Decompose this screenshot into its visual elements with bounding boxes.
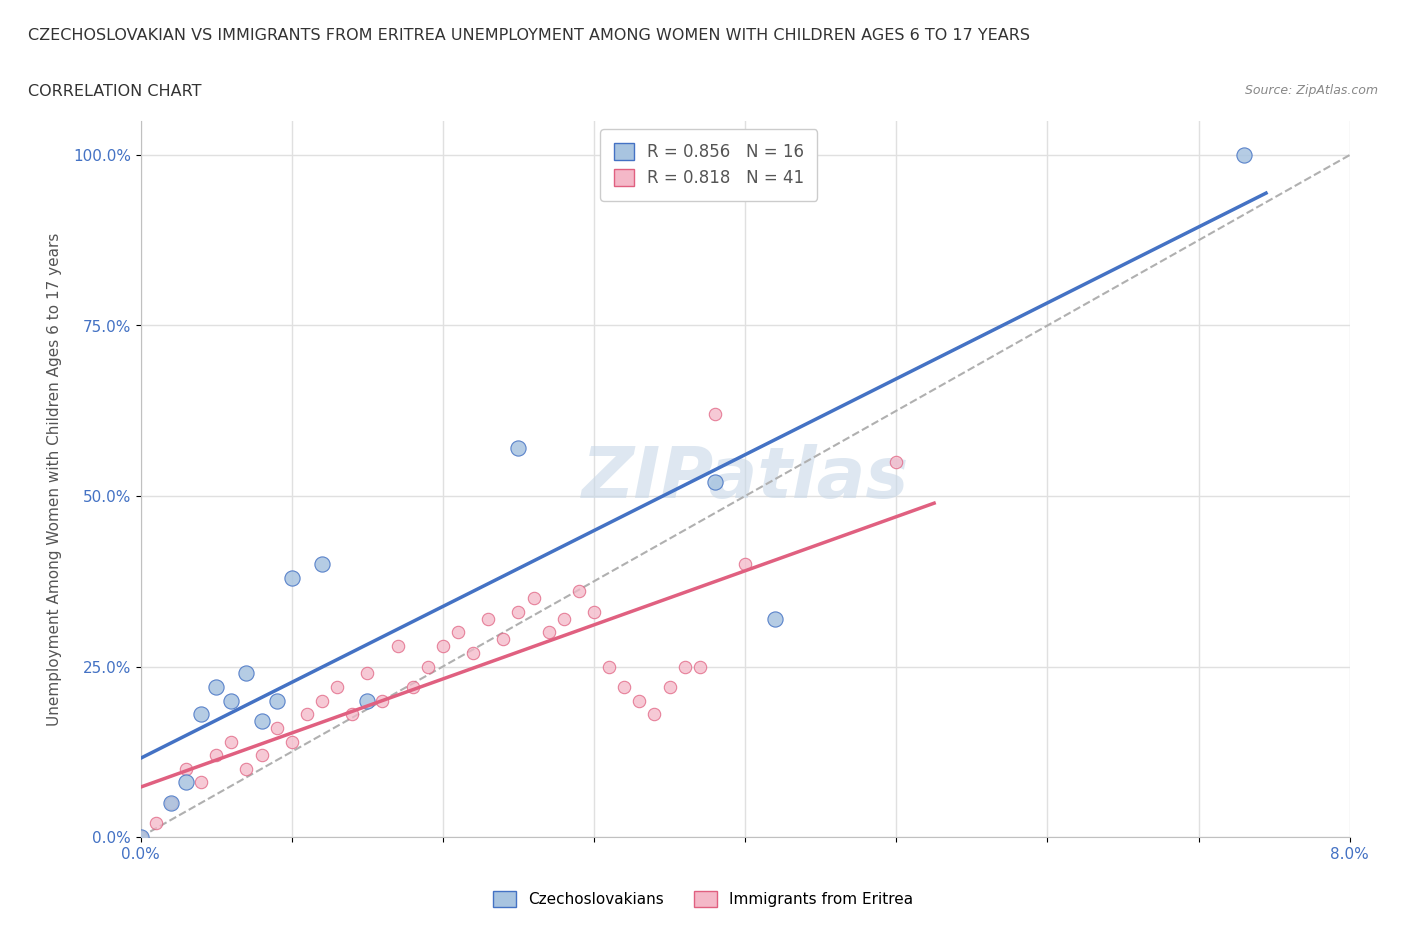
Point	[219, 693, 243, 708]
Point	[416, 659, 439, 674]
Point	[387, 639, 409, 654]
Point	[174, 762, 197, 777]
Point	[628, 693, 651, 708]
Point	[205, 680, 228, 695]
Point	[129, 830, 152, 844]
Point	[219, 734, 243, 749]
Point	[523, 591, 546, 605]
Point	[190, 775, 212, 790]
Point	[235, 762, 257, 777]
Point	[447, 625, 470, 640]
Point	[886, 455, 908, 470]
Point	[734, 557, 756, 572]
Point	[250, 713, 273, 728]
Point	[235, 666, 257, 681]
Point	[402, 680, 425, 695]
Point	[492, 631, 515, 646]
Text: Source: ZipAtlas.com: Source: ZipAtlas.com	[1244, 84, 1378, 97]
Point	[673, 659, 696, 674]
Point	[190, 707, 212, 722]
Point	[598, 659, 620, 674]
Point	[644, 707, 666, 722]
Point	[689, 659, 711, 674]
Point	[356, 666, 378, 681]
Point	[477, 611, 499, 626]
Point	[371, 693, 394, 708]
Point	[583, 604, 606, 619]
Point	[266, 693, 288, 708]
Point	[765, 611, 787, 626]
Point	[266, 721, 288, 736]
Text: ZIPatlas: ZIPatlas	[582, 445, 908, 513]
Y-axis label: Unemployment Among Women with Children Ages 6 to 17 years: Unemployment Among Women with Children A…	[46, 232, 62, 725]
Point	[281, 570, 304, 585]
Point	[568, 584, 591, 599]
Point	[129, 830, 152, 844]
Point	[704, 406, 727, 421]
Point	[508, 441, 530, 456]
Point	[342, 707, 364, 722]
Point	[537, 625, 560, 640]
Point	[281, 734, 304, 749]
Point	[311, 557, 333, 572]
Point	[174, 775, 197, 790]
Point	[1233, 148, 1256, 163]
Legend: R = 0.856   N = 16, R = 0.818   N = 41: R = 0.856 N = 16, R = 0.818 N = 41	[600, 129, 817, 201]
Point	[160, 795, 183, 810]
Point	[205, 748, 228, 763]
Point	[553, 611, 575, 626]
Text: CORRELATION CHART: CORRELATION CHART	[28, 84, 201, 99]
Point	[658, 680, 681, 695]
Point	[311, 693, 333, 708]
Point	[295, 707, 318, 722]
Point	[145, 816, 167, 830]
Point	[508, 604, 530, 619]
Point	[432, 639, 454, 654]
Text: CZECHOSLOVAKIAN VS IMMIGRANTS FROM ERITREA UNEMPLOYMENT AMONG WOMEN WITH CHILDRE: CZECHOSLOVAKIAN VS IMMIGRANTS FROM ERITR…	[28, 28, 1031, 43]
Point	[461, 645, 484, 660]
Point	[326, 680, 349, 695]
Legend: Czechoslovakians, Immigrants from Eritrea: Czechoslovakians, Immigrants from Eritre…	[486, 884, 920, 913]
Point	[704, 475, 727, 490]
Point	[356, 693, 378, 708]
Point	[613, 680, 636, 695]
Point	[160, 795, 183, 810]
Point	[250, 748, 273, 763]
